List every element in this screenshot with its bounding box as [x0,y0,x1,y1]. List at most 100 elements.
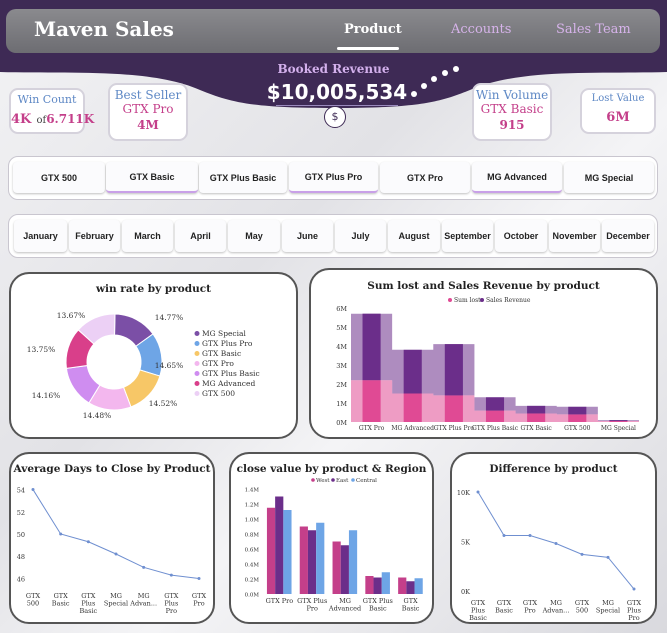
avg-days-card: Average Days to Close by Product 46 48 50 5… [9,452,215,624]
best-seller-value: 4M [137,118,159,132]
y-tick-0.2M: 0.2M [245,578,260,584]
y-tick-0K: 0K [461,588,470,596]
point-gtx-basic [502,534,506,538]
y-tick-3M: 3M [336,362,347,370]
best-seller-card: Best Seller GTX Pro 4M [108,83,188,141]
legend-dot-west [311,478,315,482]
win-count-total: 6.711K [46,112,95,126]
point-gtx-500 [580,552,584,556]
y-tick-0.4M: 0.4M [245,563,260,569]
slicer-month-december[interactable]: December [602,220,654,252]
win-rate-donut: 14.77% 14.65% 14.52% 14.48% 14.16% 13.75% 13.6… [27,311,260,420]
bar-sales-revenue-gtx-plus-basic [485,397,505,411]
revenue-title: Sum lost and Sales Revenue by product [367,280,600,292]
bar-sales-revenue-gtx-basic [527,405,546,414]
x-label-gtx-plus-pro: GTX Plus Pro [164,592,179,615]
win-volume-card: Win Volume GTX Basic 915 [472,83,552,141]
slicer-month-january[interactable]: January [14,220,67,252]
booked-revenue-divider [276,105,398,106]
point-gtx-pro [528,534,532,538]
tab-sales-team[interactable]: Sales Team [556,22,631,37]
lost-value-value: 6M [606,110,630,125]
legend-label-gtx-500: GTX 500 [202,389,235,398]
legend-dot-sales-revenue [480,298,484,302]
area-sum-lost [351,380,639,422]
x-label-mg-special: MG Special [104,592,128,608]
point-gtx-plus-basic [86,540,90,544]
y-tick-2M: 2M [336,381,347,389]
bar-central-gtx-plus-basic [381,572,390,594]
close-value-title: close value by product & Region [236,463,427,475]
slicer-month-october[interactable]: October [495,220,547,252]
point-gtx-500 [31,488,35,492]
bar-west-gtx-plus-pro [299,526,308,594]
legend-dot-gtx-pro [194,361,200,366]
point-mg-advan [554,541,558,545]
bar-central-gtx-basic [414,578,423,594]
slicer-product-gtx-500[interactable]: GTX 500 [13,162,105,193]
y-tick-5K: 5K [461,539,470,547]
lost-value-title: Lost Value [591,93,645,104]
slicer-month-september[interactable]: September [442,220,493,252]
y-tick-48: 48 [17,553,25,561]
x-label-gtx-plus-basic: GTX Plus Basic [472,425,519,432]
y-tick-6M: 6M [336,305,347,313]
y-tick-1M: 1M [336,400,347,408]
x-label-gtx-pro: GTX Pro [523,599,538,615]
legend-label-east: East [336,478,349,484]
slicer-product-gtx-plus-basic[interactable]: GTX Plus Basic [199,162,287,193]
lost-value-card: Lost Value 6M [580,88,656,134]
x-label-mg-special: MG Special [601,425,636,432]
slicer-month-march[interactable]: March [122,220,173,252]
x-label-gtx-basic: GTX Basic [495,599,513,615]
slicer-month-may[interactable]: May [228,220,280,252]
y-tick-10K: 10K [457,489,470,497]
bar-sales-revenue-mg-advanced [403,349,422,394]
x-label-gtx-basic: GTX Basic [520,425,552,432]
brand-title: Maven Sales [34,17,174,41]
legend-label-west: West [316,478,330,484]
point-gtx-plus-pro [632,587,636,591]
x-label-gtx-plus-pro: GTX Plus Pro [297,597,327,613]
bar-east-gtx-plus-basic [373,577,382,594]
x-label-mg-advanced: MG Advanced [391,425,434,432]
slicer-month-august[interactable]: August [388,220,440,252]
bar-sales-revenue-gtx-500 [568,406,587,415]
slicer-product-gtx-basic[interactable]: GTX Basic [106,162,198,193]
slicer-product-gtx-plus-pro[interactable]: GTX Plus Pro [289,162,378,193]
slicer-month-june[interactable]: June [282,220,333,252]
slicer-product-gtx-pro[interactable]: GTX Pro [380,162,470,193]
y-tick-0.8M: 0.8M [245,533,260,539]
win-count-card: Win Count 4K of6.711K [9,88,94,134]
slice-gtx-500 [77,313,116,345]
slicer-month-april[interactable]: April [175,220,226,252]
tab-accounts[interactable]: Accounts [451,22,512,37]
point-mg-special [606,555,610,559]
bar-central-mg-advanced [348,530,358,594]
dollar-icon: $ [324,106,346,128]
legend-label-sales-revenue: Sales Revenue [486,297,531,304]
slicer-product-mg-special[interactable]: MG Special [564,162,654,193]
avg-days-line-chart: 46 48 50 52 54 GTX 500 GTX Basic GTX Plus Basic MG Sp… [17,487,207,615]
point-mg-advan [142,565,146,569]
y-tick-46: 46 [17,575,25,583]
legend-label-mg-special: MG Special [202,329,247,338]
header-curve [0,60,667,108]
legend-dot-mg-advanced [194,381,200,386]
bar-sales-revenue-mg-special [609,420,628,422]
x-label-gtx-pro: GTX Pro [192,592,207,608]
slicer-month-july[interactable]: July [335,220,386,252]
point-gtx-basic [59,532,63,536]
slicer-month-november[interactable]: November [549,220,600,252]
slicer-product-mg-advanced[interactable]: MG Advanced [472,162,562,193]
legend-label-gtx-pro: GTX Pro [202,359,234,368]
x-label-gtx-pro: GTX Pro [266,597,294,605]
win-volume-title: Win Volume [475,88,549,102]
bar-sum-lost-mg-advanced [403,393,422,422]
slicer-month-february[interactable]: February [69,220,120,252]
bar-west-gtx-basic [398,577,407,594]
bar-west-gtx-pro [266,507,276,594]
y-tick-1.4M: 1.4M [245,488,260,494]
tab-product[interactable]: Product [344,22,402,37]
bar-sum-lost-gtx-plus-pro [444,395,463,422]
